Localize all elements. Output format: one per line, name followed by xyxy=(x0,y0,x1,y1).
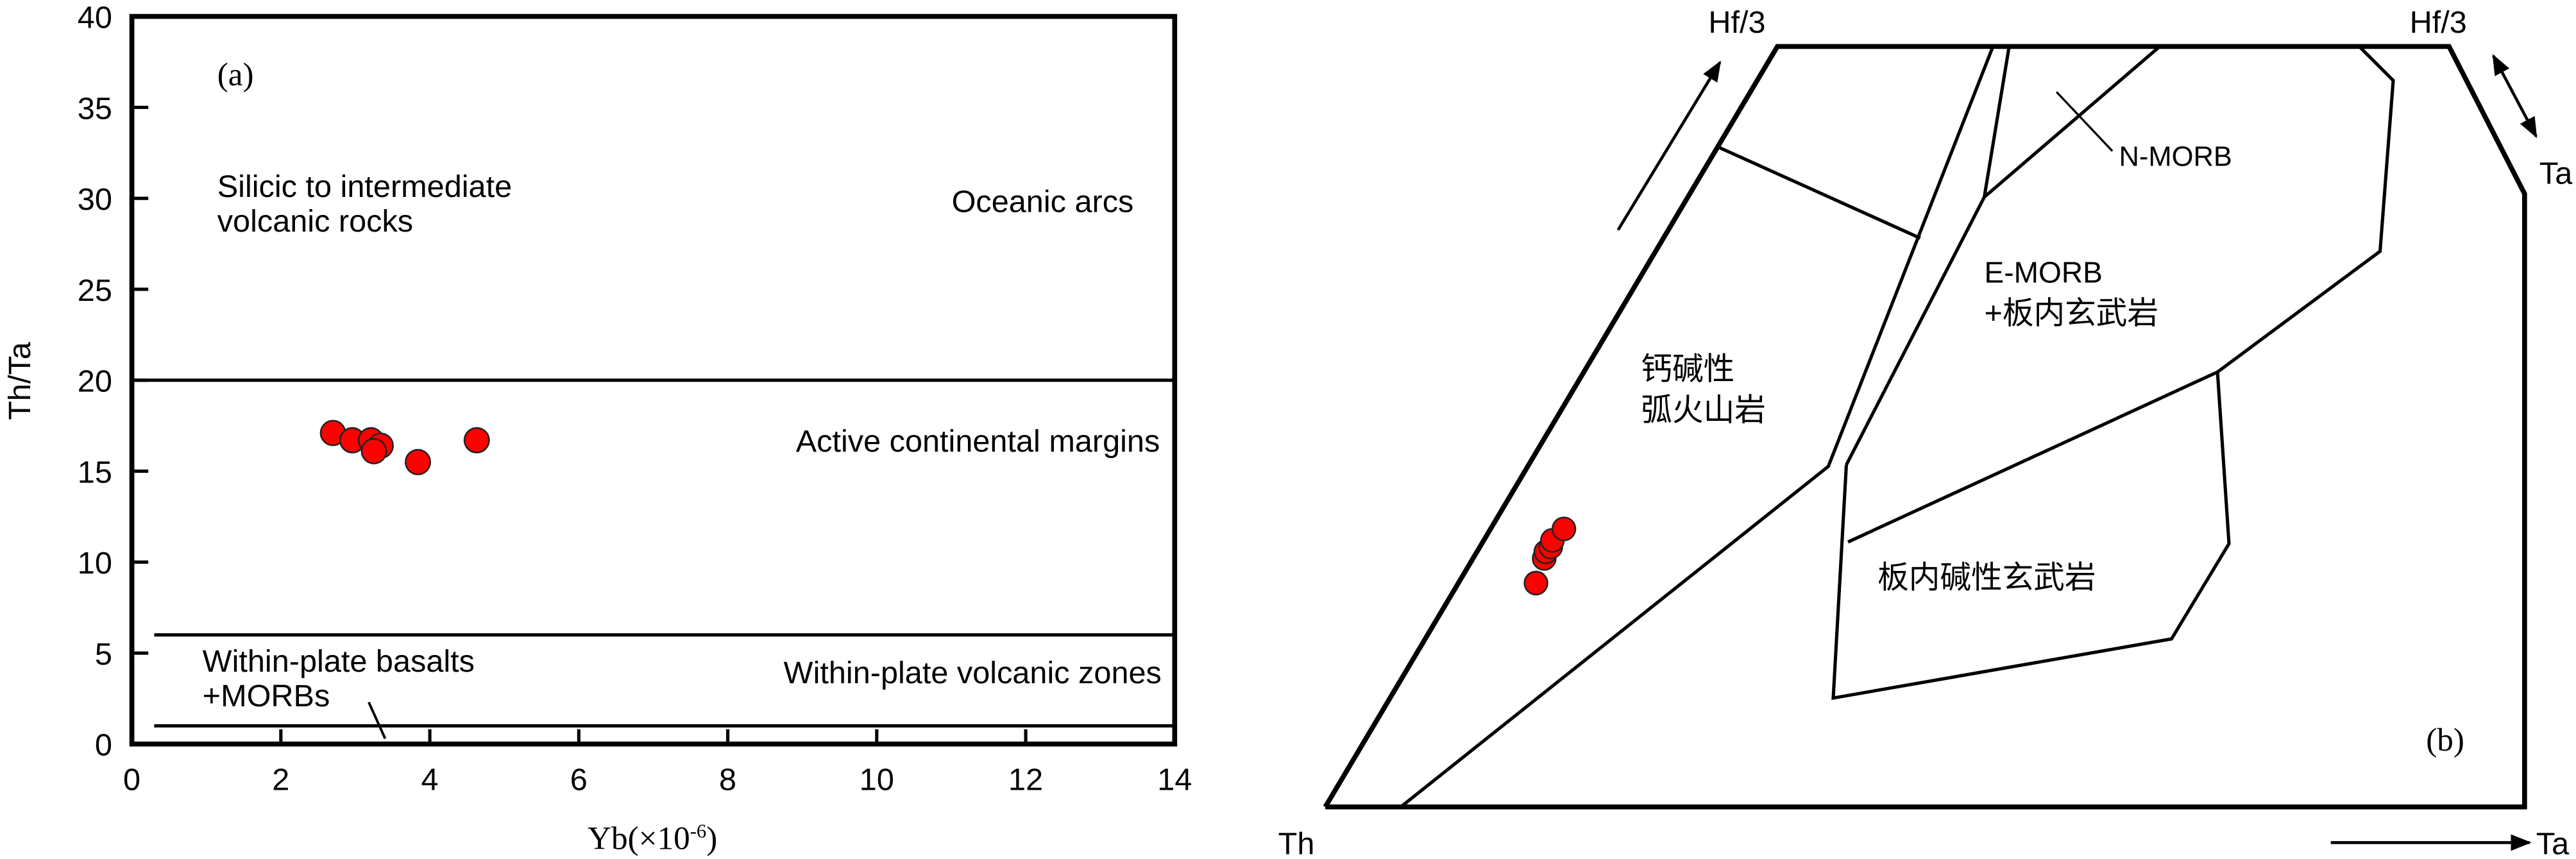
diagram-outline xyxy=(1323,44,2527,810)
region-calc-line1: 钙碱性 xyxy=(1641,352,1734,386)
boundary-emorb-right xyxy=(1847,46,2395,544)
panel-b-diagram: Hf/3 Hf/3 Ta Th Ta 钙碱性 弧火山岩 N-MORB E-MOR… xyxy=(1278,5,2573,859)
panel-b-label: (b) xyxy=(2426,722,2464,758)
region-emorb-line2: +板内玄武岩 xyxy=(1985,296,2159,330)
boundary-nmorb xyxy=(1983,46,2160,199)
x-tick-label: 4 xyxy=(421,762,439,797)
y-tick-label: 0 xyxy=(95,728,112,763)
region-alkaline: 板内碱性玄武岩 xyxy=(1877,561,2096,595)
region-wpb-line1: Within-plate basalts xyxy=(203,644,475,679)
vertex-hf3-left: Hf/3 xyxy=(1708,5,1765,40)
region-nmorb: N-MORB xyxy=(2119,142,2232,173)
nmorb-leader xyxy=(2055,91,2114,152)
x-tick-label: 0 xyxy=(123,762,140,797)
x-tick-label: 12 xyxy=(1008,762,1043,797)
data-point xyxy=(360,438,387,464)
y-tick-label: 15 xyxy=(78,455,112,489)
y-tick-label: 10 xyxy=(78,546,112,581)
y-tick-label: 40 xyxy=(78,1,112,35)
region-wpb-line2: +MORBs xyxy=(203,679,330,713)
data-point xyxy=(1523,570,1548,596)
panel-a-chart: (a) Th/Ta Yb(×10-6) Silicic to intermedi… xyxy=(3,1,1192,857)
data-point xyxy=(1551,516,1577,541)
y-tick-label: 35 xyxy=(78,91,112,126)
leader-line xyxy=(368,701,387,740)
vertex-th: Th xyxy=(1278,826,1315,859)
y-tick-label: 25 xyxy=(78,273,112,308)
region-active-margins: Active continental margins xyxy=(796,424,1160,459)
vertex-ta-right: Ta xyxy=(2539,157,2573,191)
region-emorb-line1: E-MORB xyxy=(1985,255,2103,289)
x-tick-label: 14 xyxy=(1157,762,1192,797)
boundary-alkaline xyxy=(1831,371,2231,701)
x-tick-label: 10 xyxy=(860,762,894,797)
vertex-ta-bottom: Ta xyxy=(2536,826,2570,859)
region-oceanic-arcs: Oceanic arcs xyxy=(952,184,1134,219)
y-axis-label: Th/Ta xyxy=(3,341,37,420)
x-axis-label: Yb(×10-6) xyxy=(588,821,717,857)
data-point xyxy=(405,448,431,475)
region-silicic-line1: Silicic to intermediate xyxy=(217,169,512,204)
y-tick-label: 5 xyxy=(95,637,112,672)
x-tick-label: 2 xyxy=(272,762,289,797)
x-tick-label: 6 xyxy=(570,762,588,797)
region-wpvz: Within-plate volcanic zones xyxy=(784,656,1162,690)
y-tick-label: 20 xyxy=(78,364,112,399)
panel-a-label: (a) xyxy=(217,56,254,93)
region-calc-line2: 弧火山岩 xyxy=(1641,393,1766,427)
arrow-hf3-icon xyxy=(1616,60,1722,231)
x-tick-label: 8 xyxy=(719,762,736,797)
region-silicic-line2: volcanic rocks xyxy=(217,204,413,239)
y-tick-label: 30 xyxy=(78,182,112,217)
double-arrow-icon xyxy=(2492,54,2538,139)
vertex-hf3-right: Hf/3 xyxy=(2410,5,2467,40)
data-point xyxy=(463,427,490,454)
boundary-calc-alkaline xyxy=(1400,47,1994,808)
boundary-cross xyxy=(1719,146,1921,240)
